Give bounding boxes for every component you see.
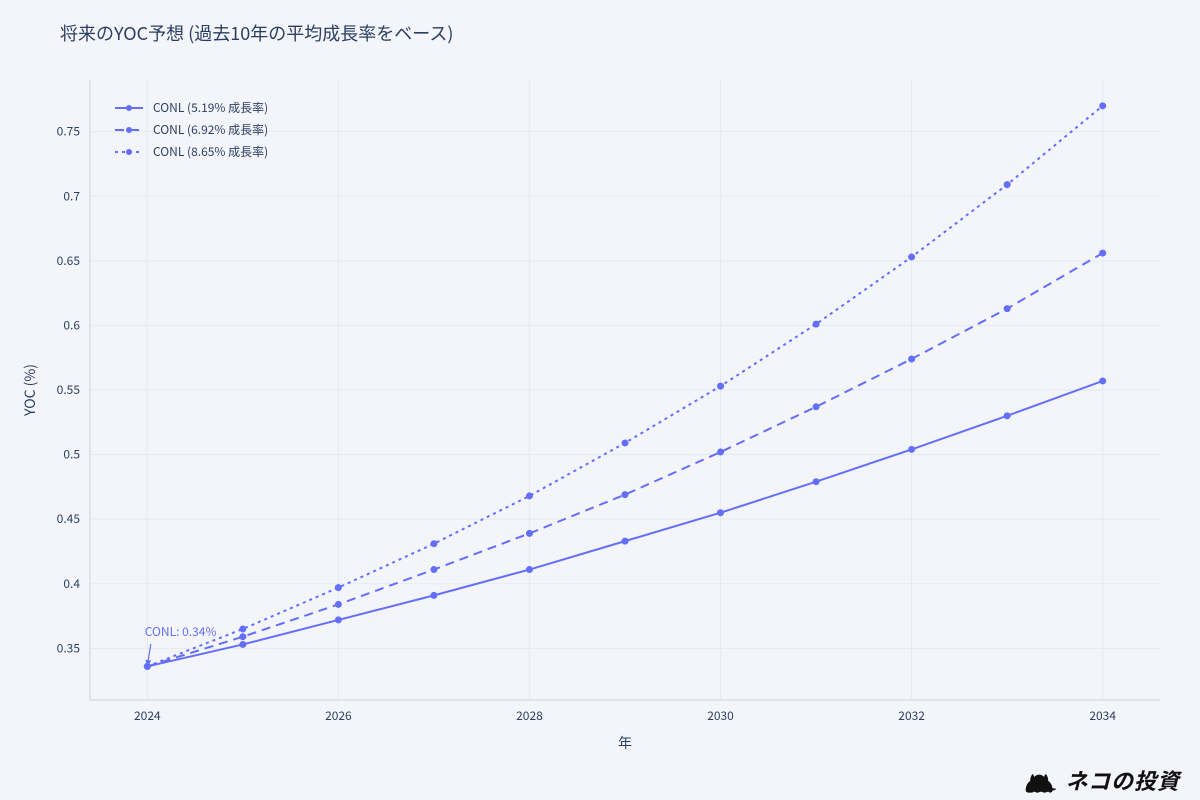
annotation-label: CONL: 0.34% [145,623,217,640]
series-marker [813,321,820,328]
svg-text:2032: 2032 [898,707,925,724]
yoc-forecast-chart: 2024 2026 2028 2030 2032 2034 0.35 0.4 0.45 0.5 0.… [0,0,1200,800]
series-marker [1004,181,1011,188]
series-marker [1004,412,1011,419]
legend-label: CONL (6.92% 成長率) [153,121,268,138]
series-marker [239,633,246,640]
series-marker [1099,250,1106,257]
y-axis-label: YOC (%) [20,364,40,417]
series-marker [813,478,820,485]
series-marker [813,403,820,410]
svg-text:0.6: 0.6 [63,316,80,333]
series-marker [908,446,915,453]
series-marker [430,540,437,547]
svg-text:0.7: 0.7 [63,187,80,204]
svg-text:2034: 2034 [1089,707,1116,724]
series-marker [335,584,342,591]
series-marker [526,492,533,499]
series-marker [526,530,533,537]
series-marker [908,356,915,363]
series-marker [908,253,915,260]
svg-text:2030: 2030 [707,707,734,724]
watermark: ネコの投資 [1023,764,1180,796]
series-marker [335,601,342,608]
series-marker [239,625,246,632]
svg-text:0.65: 0.65 [57,252,81,269]
series-marker [430,592,437,599]
chart-title: 将来のYOC予想 (過去10年の平均成長率をベース) [60,20,453,46]
svg-text:2028: 2028 [516,707,543,724]
svg-text:0.5: 0.5 [63,446,80,463]
svg-text:0.75: 0.75 [57,123,81,140]
svg-text:0.35: 0.35 [57,639,81,656]
series-marker [622,491,629,498]
series-marker [430,566,437,573]
legend-label: CONL (5.19% 成長率) [153,99,268,116]
legend-label: CONL (8.65% 成長率) [153,143,268,160]
series-marker [1099,102,1106,109]
series-marker [717,383,724,390]
series-marker [239,641,246,648]
svg-text:2024: 2024 [134,707,161,724]
series-marker [1099,377,1106,384]
series-marker [526,566,533,573]
series-marker [717,449,724,456]
series-marker [335,616,342,623]
series-marker [622,439,629,446]
series-marker [717,509,724,516]
cat-icon [1023,765,1059,795]
series-marker [1004,305,1011,312]
watermark-text: ネコの投資 [1065,764,1180,796]
x-axis-label: 年 [618,733,632,753]
series-marker [622,538,629,545]
svg-text:2026: 2026 [325,707,352,724]
svg-text:0.4: 0.4 [63,575,80,592]
svg-text:0.45: 0.45 [57,510,81,527]
svg-text:0.55: 0.55 [57,381,81,398]
